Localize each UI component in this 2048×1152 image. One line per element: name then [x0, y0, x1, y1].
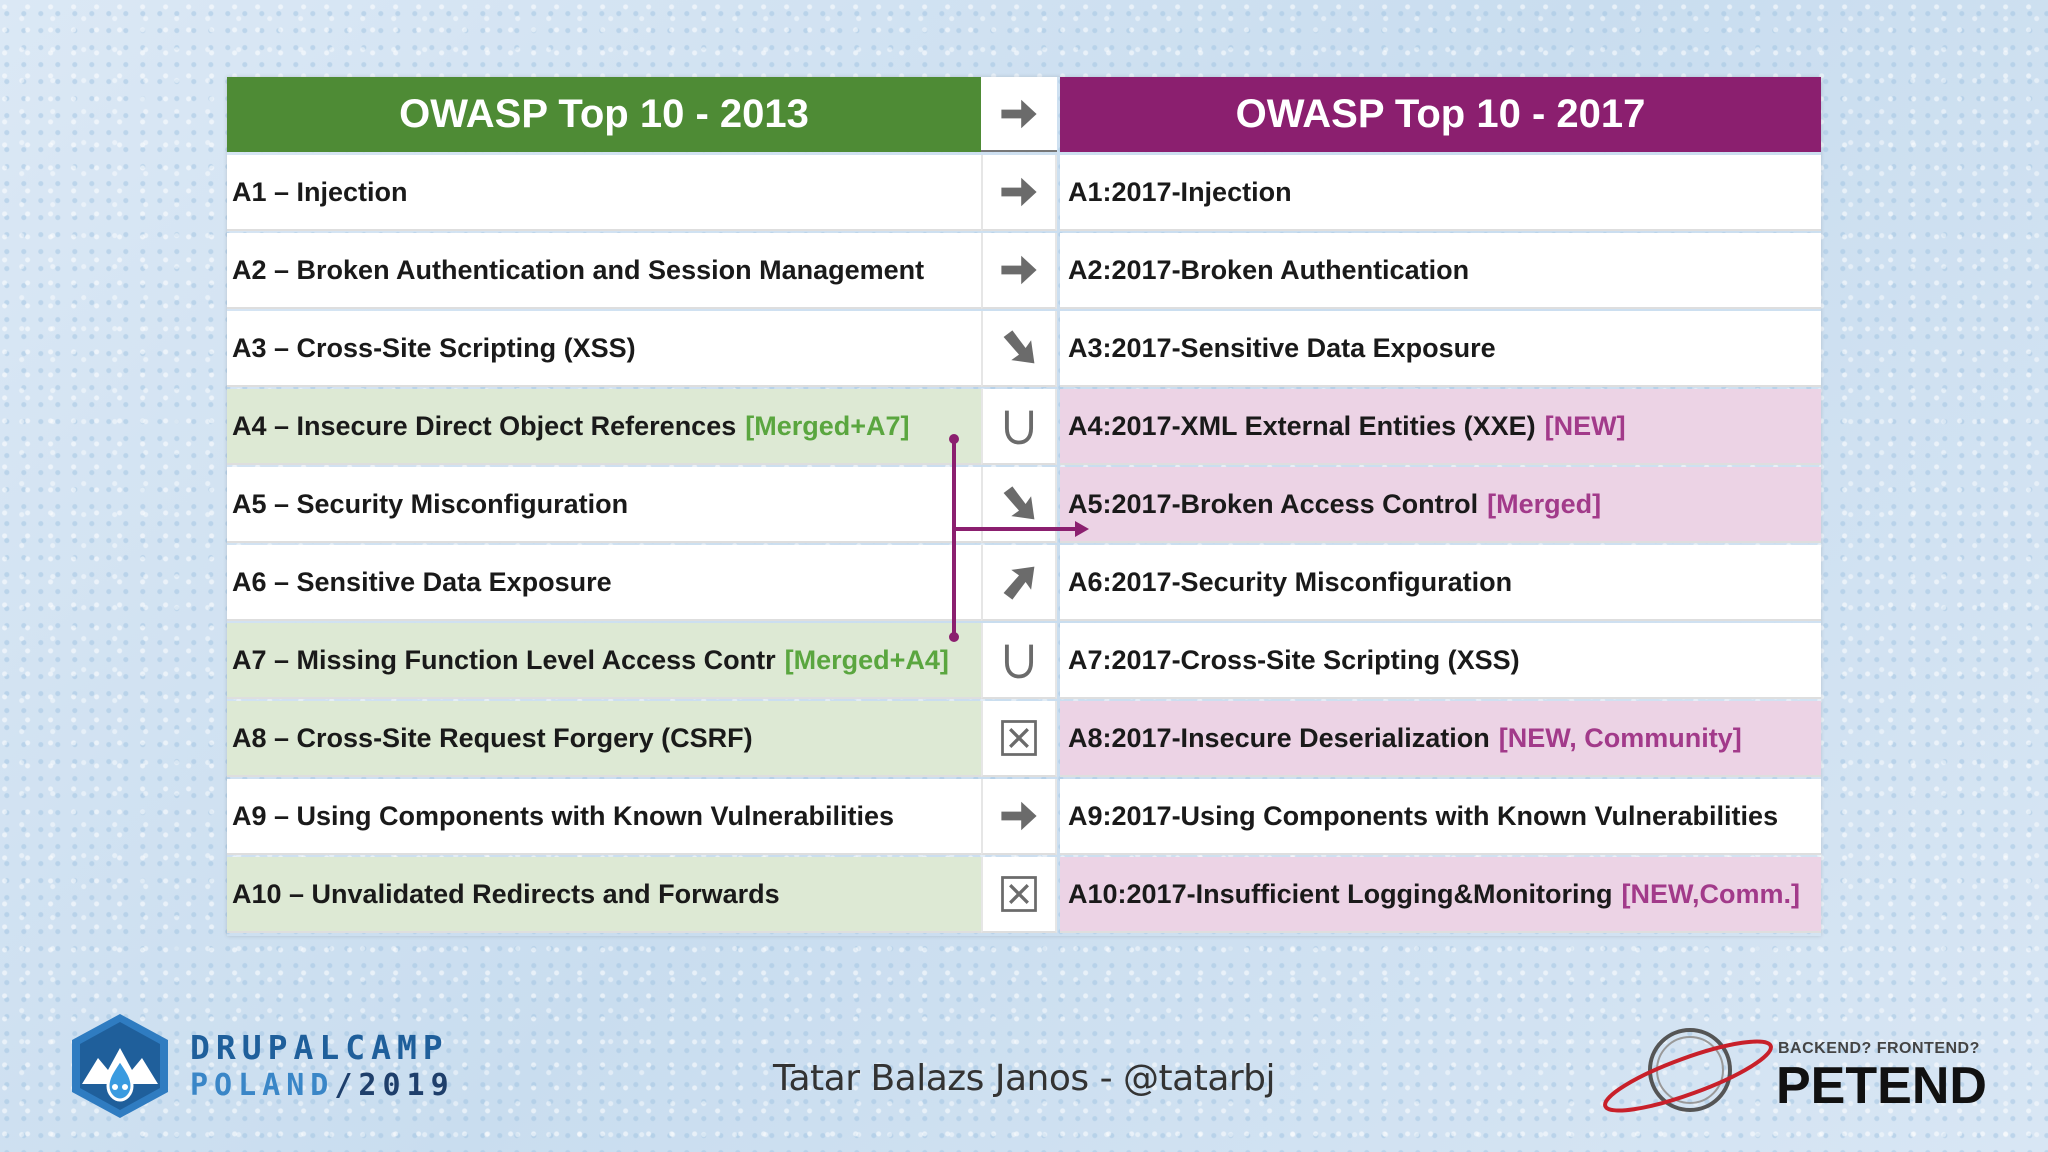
row-2013-tag: [Merged+A4] — [784, 644, 949, 675]
row-2017-label: A1:2017-Injection — [1068, 176, 1292, 207]
row-2017-cell: A1:2017-Injection — [1060, 155, 1821, 231]
header-arrow-cell — [981, 77, 1057, 152]
union-icon — [1004, 644, 1034, 679]
header-2017: OWASP Top 10 - 2017 — [1060, 77, 1821, 152]
row-2013-label: A1 – Injection — [232, 176, 408, 207]
row-2017-tag: [NEW] — [1544, 410, 1626, 441]
table-row: A10 – Unvalidated Redirects and Forwards… — [227, 857, 1821, 935]
row-2013-cell: A1 – Injection — [227, 155, 981, 231]
row-2017-label: A2:2017-Broken Authentication — [1068, 254, 1470, 285]
row-2017-label: A10:2017-Insufficient Logging&Monitoring — [1068, 878, 1613, 909]
row-2013-label: A2 – Broken Authentication and Session M… — [232, 254, 925, 285]
drupal-drop-icon — [72, 1014, 168, 1118]
row-2013-label: A4 – Insecure Direct Object References — [232, 410, 737, 441]
owasp-comparison-table: OWASP Top 10 - 2013 OWASP Top 10 - 2017 … — [227, 77, 1821, 936]
row-2013-label: A8 – Cross-Site Request Forgery (CSRF) — [232, 722, 753, 753]
drupalcamp-country: POLAND — [190, 1068, 335, 1103]
row-2017-cell: A9:2017-Using Components with Known Vuln… — [1060, 779, 1821, 855]
header-2013-title: OWASP Top 10 - 2013 — [399, 92, 809, 136]
arrow-right-icon — [1001, 177, 1037, 207]
row-2017-cell: A7:2017-Cross-Site Scripting (XSS) — [1060, 623, 1821, 699]
row-2017-cell: A5:2017-Broken Access Control [Merged] — [1060, 467, 1821, 543]
drupalcamp-subtitle: POLAND/2019 — [190, 1068, 455, 1103]
row-2013-label: A6 – Sensitive Data Exposure — [232, 566, 612, 597]
planet-orbit-icon — [1603, 1028, 1773, 1113]
row-2017-tag: [Merged] — [1487, 488, 1602, 519]
removed-box-icon — [1001, 876, 1037, 912]
drupalcamp-year: /2019 — [334, 1068, 455, 1103]
presenter-name: Tatar Balazs Janos - @tatarbj — [772, 1058, 1276, 1099]
row-2013-cell: A9 – Using Components with Known Vulnera… — [227, 779, 981, 855]
row-2013-cell: A8 – Cross-Site Request Forgery (CSRF) — [227, 701, 981, 777]
row-change-cell — [981, 857, 1057, 933]
header-2017-title: OWASP Top 10 - 2017 — [1235, 92, 1646, 136]
arrow-right-icon — [1001, 255, 1037, 285]
row-2013-label: A5 – Security Misconfiguration — [232, 488, 629, 519]
row-change-cell — [981, 311, 1057, 387]
arrow-up-right-icon — [1003, 566, 1035, 600]
row-change-cell — [981, 701, 1057, 777]
table-row: A4 – Insecure Direct Object References [M… — [227, 389, 1821, 467]
petend-logo — [1598, 1022, 1778, 1123]
arrow-down-right-icon — [1003, 330, 1035, 364]
row-2013-cell: A3 – Cross-Site Scripting (XSS) — [227, 311, 981, 387]
row-2017-label: A6:2017-Security Misconfiguration — [1068, 566, 1513, 597]
table-row: A2 – Broken Authentication and Session M… — [227, 233, 1821, 311]
row-2017-cell: A10:2017-Insufficient Logging&Monitoring… — [1060, 857, 1821, 933]
table-row: A5 – Security Misconfiguration A5:2017-Br… — [227, 467, 1821, 545]
row-change-cell — [981, 155, 1057, 231]
row-2013-label: A3 – Cross-Site Scripting (XSS) — [232, 332, 636, 363]
petend-name: PETEND — [1776, 1057, 1987, 1115]
row-change-cell — [981, 389, 1057, 465]
row-change-cell — [981, 623, 1057, 699]
row-2017-cell: A6:2017-Security Misconfiguration — [1060, 545, 1821, 621]
row-2017-cell: A8:2017-Insecure Deserialization [NEW, Co… — [1060, 701, 1821, 777]
row-change-cell — [981, 779, 1057, 855]
row-2017-cell: A4:2017-XML External Entities (XXE) [NEW] — [1060, 389, 1821, 465]
row-2013-cell: A7 – Missing Function Level Access Contr… — [227, 623, 981, 699]
row-2013-cell: A2 – Broken Authentication and Session M… — [227, 233, 981, 309]
removed-box-icon — [1001, 720, 1037, 756]
petend-tagline: BACKEND? FRONTEND? — [1778, 1040, 1980, 1057]
row-2017-tag: [NEW, Community] — [1498, 722, 1742, 753]
table-row: A8 – Cross-Site Request Forgery (CSRF) A8… — [227, 701, 1821, 779]
arrow-right-icon — [1001, 801, 1037, 831]
row-change-cell — [981, 233, 1057, 309]
row-2017-cell: A2:2017-Broken Authentication — [1060, 233, 1821, 309]
row-2017-cell: A3:2017-Sensitive Data Exposure — [1060, 311, 1821, 387]
table-row: A7 – Missing Function Level Access Contr… — [227, 623, 1821, 701]
row-change-cell — [981, 545, 1057, 621]
arrow-down-right-icon — [1003, 486, 1035, 520]
row-2013-cell: A5 – Security Misconfiguration — [227, 467, 981, 543]
header-2013: OWASP Top 10 - 2013 — [227, 77, 981, 152]
union-icon — [1004, 410, 1034, 445]
row-2017-label: A9:2017-Using Components with Known Vuln… — [1068, 800, 1779, 831]
table-row: A3 – Cross-Site Scripting (XSS) A3:2017-S… — [227, 311, 1821, 389]
row-2013-label: A10 – Unvalidated Redirects and Forwards — [232, 878, 780, 909]
row-2017-label: A4:2017-XML External Entities (XXE) — [1068, 410, 1536, 441]
row-2017-label: A7:2017-Cross-Site Scripting (XSS) — [1068, 644, 1520, 675]
row-change-cell — [981, 467, 1057, 543]
row-2017-label: A3:2017-Sensitive Data Exposure — [1068, 332, 1496, 363]
row-2013-cell: A4 – Insecure Direct Object References [M… — [227, 389, 981, 465]
row-2017-label: A5:2017-Broken Access Control — [1068, 488, 1479, 519]
row-2013-cell: A10 – Unvalidated Redirects and Forwards — [227, 857, 981, 933]
row-2013-label: A9 – Using Components with Known Vulnera… — [232, 800, 895, 831]
table-row: A9 – Using Components with Known Vulnera… — [227, 779, 1821, 857]
drupalcamp-title: DRUPALCAMP — [190, 1028, 449, 1067]
drupalcamp-logo — [68, 1012, 172, 1125]
arrow-right-icon — [1001, 99, 1037, 128]
row-2017-tag: [NEW,Comm.] — [1621, 878, 1801, 909]
row-2013-cell: A6 – Sensitive Data Exposure — [227, 545, 981, 621]
row-2013-label: A7 – Missing Function Level Access Contr — [232, 644, 776, 675]
table-row: A6 – Sensitive Data Exposure A6:2017-Secu… — [227, 545, 1821, 623]
row-2017-label: A8:2017-Insecure Deserialization — [1068, 722, 1490, 753]
table-row: A1 – Injection A1:2017-Injection — [227, 155, 1821, 233]
row-2013-tag: [Merged+A7] — [745, 410, 910, 441]
